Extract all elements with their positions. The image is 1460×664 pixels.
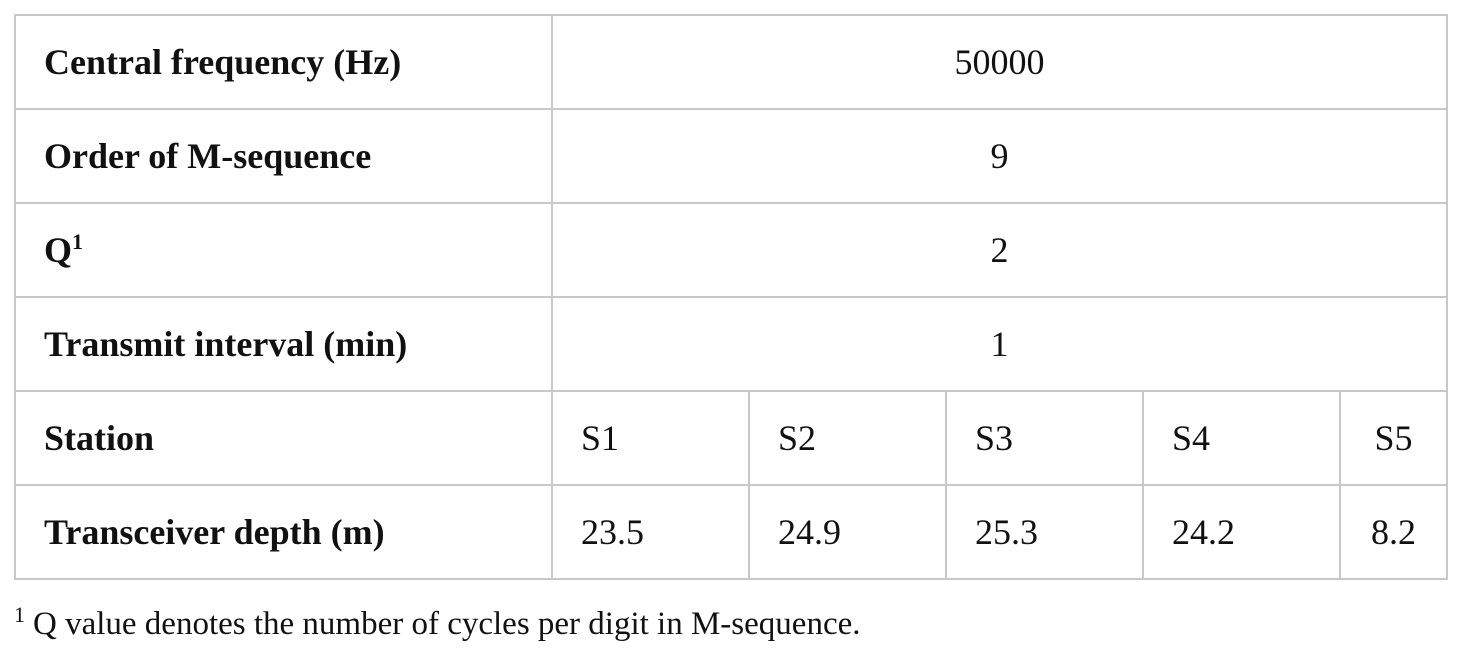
- station-cell: S2: [748, 390, 947, 486]
- table-footnote: 1 Q value denotes the number of cycles pe…: [14, 604, 861, 643]
- row-label-station: Station: [14, 390, 553, 486]
- row-label-q-text: Q: [44, 230, 73, 270]
- table-row-station: Station S1 S2 S3 S4 S5: [14, 390, 1449, 486]
- depth-cell: 23.5: [551, 484, 750, 580]
- footnote-ref-marker: 1: [72, 229, 84, 254]
- row-label-q: Q1: [14, 202, 553, 298]
- row-label-transceiver-depth: Transceiver depth (m): [14, 484, 553, 580]
- station-cell: S1: [551, 390, 750, 486]
- row-label-transmit-interval: Transmit interval (min): [14, 296, 553, 392]
- depth-cell: 8.2: [1338, 484, 1449, 580]
- parameters-table: Central frequency (Hz) 50000 Order of M-…: [14, 14, 1449, 580]
- station-cell: S4: [1142, 390, 1341, 486]
- depth-cell: 25.3: [945, 484, 1144, 580]
- footnote-text: Q value denotes the number of cycles per…: [33, 606, 861, 642]
- table-row-central-frequency: Central frequency (Hz) 50000: [14, 14, 1449, 110]
- table-row-order-m-sequence: Order of M-sequence 9: [14, 108, 1449, 204]
- depth-cell: 24.9: [748, 484, 947, 580]
- depth-cell: 24.2: [1142, 484, 1341, 580]
- value-q: 2: [550, 202, 1449, 298]
- value-order-m-sequence: 9: [550, 108, 1449, 204]
- station-cell: S3: [945, 390, 1144, 486]
- value-transmit-interval: 1: [550, 296, 1449, 392]
- row-label-central-frequency: Central frequency (Hz): [14, 14, 553, 110]
- row-label-order-m-sequence: Order of M-sequence: [14, 108, 553, 204]
- value-central-frequency: 50000: [550, 14, 1449, 110]
- table-row-q: Q1 2: [14, 202, 1449, 298]
- table-row-transceiver-depth: Transceiver depth (m) 23.5 24.9 25.3 24.…: [14, 484, 1449, 580]
- station-cell: S5: [1338, 390, 1449, 486]
- footnote-marker: 1: [14, 602, 25, 627]
- table-row-transmit-interval: Transmit interval (min) 1: [14, 296, 1449, 392]
